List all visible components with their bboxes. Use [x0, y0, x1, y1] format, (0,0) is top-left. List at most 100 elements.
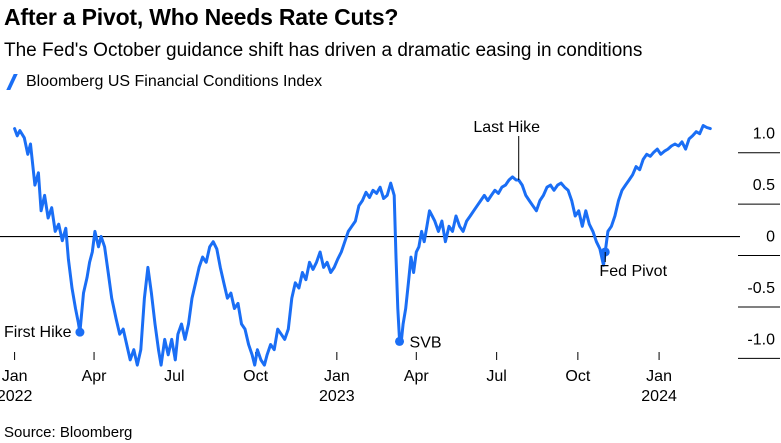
series-point — [607, 230, 609, 232]
series-point — [614, 215, 616, 217]
series-point — [459, 225, 461, 227]
series-point — [51, 207, 53, 209]
series-point — [254, 364, 256, 366]
series-point — [441, 220, 443, 222]
source-note: Source: Bloomberg — [4, 424, 133, 441]
series-point — [421, 230, 423, 232]
series-point — [451, 230, 454, 232]
series-point — [660, 153, 662, 155]
series-point — [82, 292, 85, 294]
series-point — [177, 333, 179, 335]
series-point — [426, 225, 428, 227]
series-point — [226, 297, 228, 299]
series-point — [393, 194, 395, 196]
series-point — [184, 338, 186, 340]
series-point — [354, 220, 356, 222]
series-point — [157, 349, 160, 351]
series-point — [230, 292, 232, 294]
x-tick-label: Apr — [404, 368, 430, 385]
series-point — [525, 194, 527, 196]
series-point — [65, 227, 67, 229]
series-point — [136, 364, 138, 366]
series-point — [585, 210, 587, 212]
series-point — [535, 210, 538, 212]
x-tick-label: Apr — [82, 368, 108, 385]
series-point — [122, 328, 124, 330]
first-hike-label: First Hike — [4, 324, 72, 341]
series-point — [480, 200, 482, 202]
series-point — [681, 141, 683, 143]
series-point — [256, 349, 258, 351]
series-point — [546, 186, 548, 188]
series-point — [19, 130, 21, 132]
series-point — [571, 200, 573, 202]
series-point — [133, 349, 135, 351]
series-point — [61, 240, 63, 242]
series-point — [315, 261, 318, 263]
series-point — [469, 215, 471, 217]
series-point — [44, 194, 46, 196]
svb-label: SVB — [410, 334, 442, 351]
series-point — [86, 277, 88, 279]
x-tick-label: Jul — [164, 368, 184, 385]
axes-layer: 1.0 0.5 0 -0.5 -1.0 Jan 2022 Apr Jul Oct Jan 2023 Ap… — [0, 126, 780, 405]
y-tick-label: -1.0 — [747, 331, 775, 348]
series-point — [195, 282, 197, 284]
series-point — [347, 230, 349, 232]
series-point — [97, 246, 100, 248]
series-point — [351, 225, 353, 227]
series-point — [511, 176, 514, 178]
series-point — [277, 328, 279, 330]
series-point — [397, 307, 399, 310]
series-point — [574, 215, 576, 217]
series-point — [111, 297, 113, 299]
first-hike-marker — [75, 327, 85, 337]
series-point — [386, 194, 388, 196]
series-point — [595, 241, 598, 243]
series-point — [54, 230, 56, 232]
series-point — [610, 225, 613, 227]
series-point — [670, 145, 673, 147]
series-point — [244, 328, 246, 330]
series-point — [372, 189, 374, 191]
x-tick-year: 2024 — [641, 388, 677, 405]
series-point — [216, 248, 218, 250]
series-point — [663, 150, 666, 152]
series-point — [677, 145, 680, 147]
chart-title: After a Pivot, Who Needs Rate Cuts? — [4, 4, 399, 30]
x-tick-label: Oct — [243, 368, 268, 385]
series-point — [653, 151, 655, 153]
series-point — [94, 230, 96, 232]
series-point — [180, 323, 183, 325]
series-point — [340, 251, 342, 253]
series-point — [407, 282, 409, 284]
series-point — [402, 323, 404, 325]
series-point — [91, 251, 93, 253]
series-point — [337, 258, 339, 260]
series-point — [266, 354, 268, 356]
series-point — [448, 225, 450, 227]
series-point — [646, 153, 648, 155]
x-tick-year: 2023 — [319, 388, 355, 405]
series-point — [23, 137, 25, 139]
series-point — [656, 148, 658, 150]
series-point — [74, 307, 77, 310]
series-point — [428, 210, 431, 212]
series-line — [13, 124, 712, 367]
series-point — [504, 184, 507, 186]
series-point — [205, 261, 207, 263]
series-point — [635, 166, 637, 168]
series-point — [251, 354, 253, 356]
series-point — [642, 158, 644, 160]
series-point — [40, 210, 42, 212]
series-point — [632, 174, 634, 176]
x-tick-label: Oct — [565, 368, 590, 385]
annotation-layer: First Hike SVB Last Hike Fed Pivot — [4, 119, 668, 351]
series-point — [602, 264, 605, 266]
series-point — [333, 266, 335, 268]
series-point — [415, 251, 417, 253]
series-point — [209, 246, 211, 248]
series-point — [34, 184, 36, 186]
series-point — [301, 271, 303, 274]
series-point — [462, 230, 464, 232]
